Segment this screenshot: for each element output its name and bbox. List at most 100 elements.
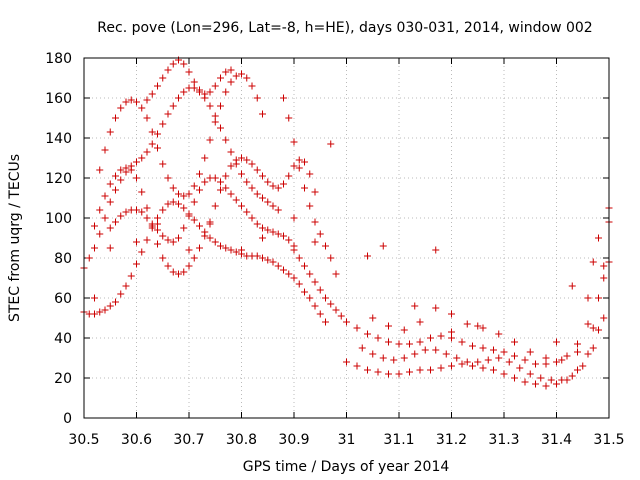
data-point <box>589 344 597 352</box>
data-point <box>211 202 219 210</box>
data-point <box>112 186 119 194</box>
data-point <box>264 226 272 234</box>
data-point <box>112 218 119 226</box>
data-point <box>574 340 581 348</box>
data-point <box>589 258 597 266</box>
data-point <box>474 322 482 330</box>
y-tick-label: 80 <box>54 251 72 267</box>
data-point <box>511 352 518 360</box>
x-tick-label: 31.3 <box>488 432 519 448</box>
y-tick-label: 20 <box>54 371 72 387</box>
data-point <box>112 172 119 180</box>
data-point <box>595 294 602 302</box>
data-point <box>122 98 130 106</box>
chart-title: Rec. pove (Lon=296, Lat=-8, h=HE), days … <box>97 20 592 36</box>
data-point <box>238 154 245 162</box>
data-point <box>175 270 182 278</box>
data-point <box>222 184 230 192</box>
data-point <box>211 112 219 120</box>
data-point <box>274 184 282 192</box>
data-point <box>558 376 566 384</box>
data-point <box>238 246 245 254</box>
data-point <box>311 302 319 310</box>
data-point <box>227 162 235 170</box>
data-point <box>259 194 266 202</box>
data-point <box>542 382 550 390</box>
data-point <box>127 272 135 280</box>
data-point <box>164 236 172 244</box>
data-point <box>311 238 319 246</box>
data-point <box>500 348 508 356</box>
x-tick-label: 31 <box>338 432 356 448</box>
data-point <box>148 140 156 148</box>
data-point <box>190 182 198 190</box>
data-point <box>190 254 198 262</box>
data-point <box>117 104 125 112</box>
data-point <box>196 86 203 94</box>
data-point <box>274 206 282 214</box>
data-point <box>222 244 230 252</box>
data-point <box>190 78 198 86</box>
data-point <box>385 370 392 378</box>
data-point <box>369 350 377 358</box>
data-point <box>453 354 461 362</box>
data-point <box>154 226 161 234</box>
data-point <box>553 338 560 346</box>
data-point <box>327 300 335 308</box>
data-point <box>542 354 550 362</box>
data-point <box>364 366 371 374</box>
data-point <box>406 340 413 348</box>
x-tick-label: 31.1 <box>383 432 414 448</box>
data-point <box>133 238 140 246</box>
data-point <box>264 256 272 264</box>
data-point <box>469 342 476 350</box>
data-point <box>327 140 335 148</box>
data-point <box>484 356 492 364</box>
data-point <box>358 344 366 352</box>
y-tick-label: 140 <box>45 131 72 147</box>
data-point <box>96 166 104 174</box>
data-point <box>379 242 387 250</box>
data-point <box>474 358 482 366</box>
data-point <box>133 174 140 182</box>
data-point <box>91 244 98 252</box>
data-point <box>196 222 203 230</box>
data-point <box>264 178 272 186</box>
data-point <box>290 274 298 282</box>
data-point <box>306 294 314 302</box>
data-point <box>201 232 209 240</box>
data-point <box>206 136 214 144</box>
data-point <box>584 294 592 302</box>
data-point <box>148 222 156 230</box>
data-point <box>600 262 608 270</box>
data-point <box>164 66 172 74</box>
data-point <box>259 172 266 180</box>
y-tick-label: 40 <box>54 331 72 347</box>
data-point <box>595 326 602 334</box>
data-point <box>269 258 277 266</box>
data-point <box>553 358 560 366</box>
data-point <box>211 82 219 90</box>
data-point <box>547 376 555 384</box>
data-point <box>490 366 497 374</box>
data-point <box>311 188 319 196</box>
data-point <box>253 166 261 174</box>
data-point <box>96 308 104 316</box>
data-point <box>217 124 224 132</box>
data-point <box>316 286 324 294</box>
data-point <box>432 346 440 354</box>
data-point <box>290 138 298 146</box>
data-point <box>316 230 324 238</box>
data-point <box>285 270 293 278</box>
x-tick-label: 30.7 <box>173 432 204 448</box>
data-point <box>190 198 198 206</box>
data-point <box>558 356 566 364</box>
data-point <box>169 198 177 206</box>
data-point <box>91 310 98 318</box>
data-point <box>122 282 130 290</box>
data-point <box>196 186 203 194</box>
data-point <box>133 260 140 268</box>
data-point <box>106 302 114 310</box>
data-point <box>437 332 445 340</box>
